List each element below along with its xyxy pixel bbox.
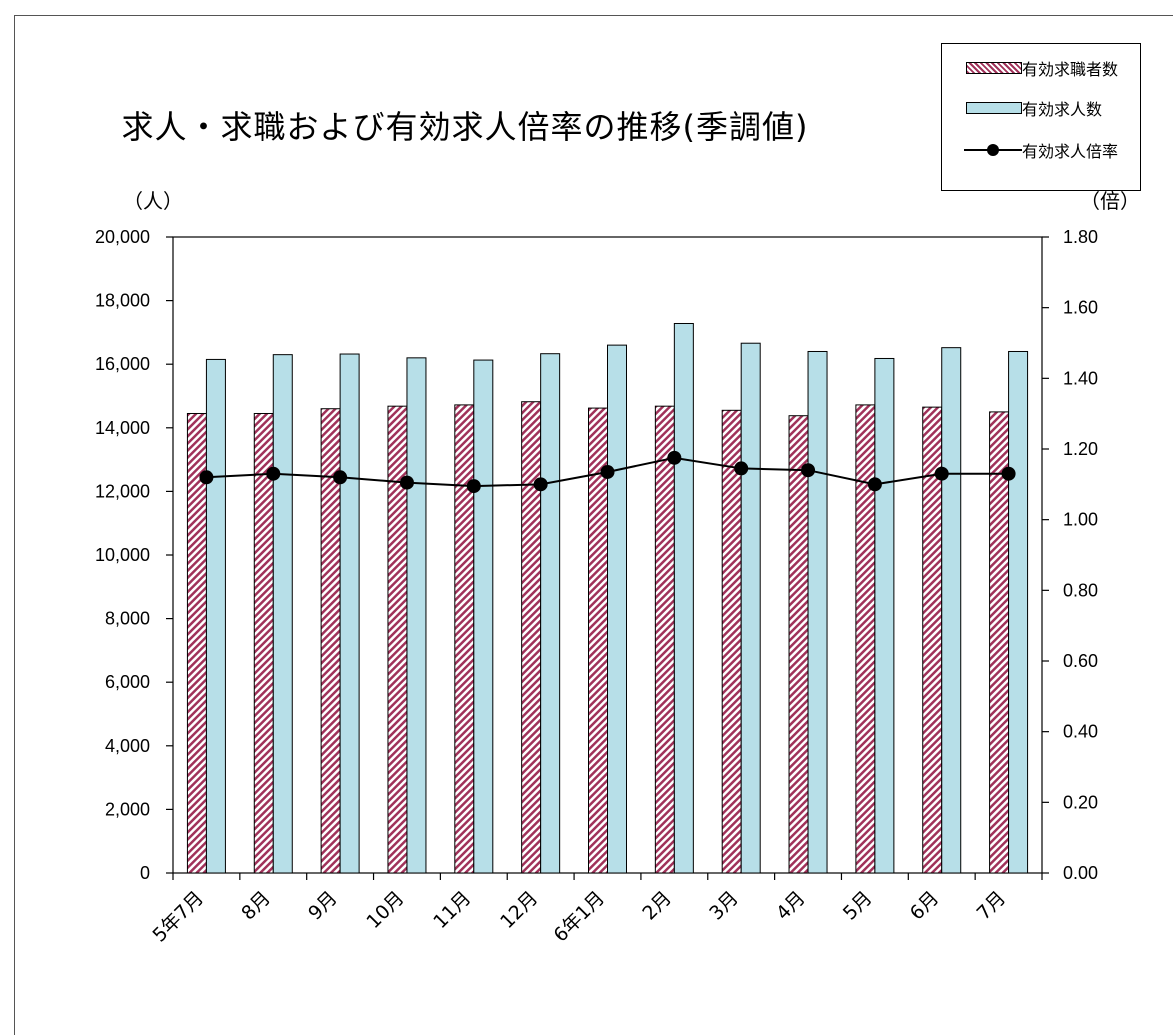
x-tick-label: 11月 [429,887,475,933]
x-tick-label: 3月 [705,887,743,925]
y-left-tick-label: 4,000 [105,736,150,756]
ratio-point [801,463,816,478]
ratio-point [533,477,548,492]
legend-marker-icon [987,144,999,156]
ratio-point [466,479,481,494]
y-right-tick-label: 0.40 [1063,722,1098,742]
y-left-tick-label: 6,000 [105,672,150,692]
y-right-tick-label: 0.20 [1063,792,1098,812]
ratio-point [734,461,749,476]
bar-job-openings [807,350,828,874]
ratio-point [600,464,615,479]
bar-job-seekers [654,405,675,874]
legend-item-job-openings: 有効求人数 [942,94,1142,124]
legend-label: 有効求職者数 [1022,60,1119,79]
bar-job-openings [540,353,561,874]
y-right-unit-label: （倍） [1080,189,1140,213]
x-tick-label: 8月 [237,887,275,925]
y-left-tick-label: 8,000 [105,609,150,629]
y-right-tick-label: 0.80 [1063,580,1098,600]
y-left-tick-label: 18,000 [95,291,150,311]
x-tick-label: 2月 [638,887,676,925]
ratio-point [333,470,348,485]
x-tick-label: 5年7月 [148,887,208,947]
bar-job-seekers [454,404,475,874]
bar-job-openings [740,342,761,874]
y-left-tick-label: 16,000 [95,354,150,374]
y-right-tick-label: 1.20 [1063,439,1098,459]
ratio-point [199,470,214,485]
legend-label: 有効求人倍率 [1022,142,1119,161]
x-tick-label: 6月 [906,887,944,925]
chart-title: 求人・求職および有効求人倍率の推移(季調値) [121,108,809,146]
ratio-point [934,466,949,481]
bar-job-seekers [989,411,1010,874]
bar-job-seekers [855,404,876,874]
legend: 有効求職者数 有効求人数 有効求人倍率 [941,43,1141,191]
y-right-tick-label: 0.60 [1063,651,1098,671]
ratio-point [667,450,682,465]
y-right-tick-label: 1.00 [1063,510,1098,530]
bar-job-seekers [788,415,809,874]
x-tick-label: 10月 [362,887,408,933]
y-right-tick-label: 1.80 [1063,227,1098,247]
y-left-tick-label: 10,000 [95,545,150,565]
ratio-point [399,475,414,490]
x-tick-label: 9月 [304,887,342,925]
bar-job-openings [339,353,360,874]
x-tick-label: 4月 [772,887,810,925]
y-left-tick-label: 12,000 [95,481,150,501]
ratio-point [1001,466,1016,481]
bar-job-openings [607,344,627,874]
chart-frame [14,15,1173,1035]
bar-job-openings [673,322,694,874]
bar-job-openings [473,359,494,874]
legend-item-ratio: 有効求人倍率 [942,136,1142,166]
bar-job-openings [406,357,427,874]
y-right-tick-label: 1.60 [1063,298,1098,318]
ratio-point [867,477,882,492]
bar-job-openings [272,354,293,874]
bar-job-openings [874,357,895,874]
bar-job-openings [1008,350,1029,874]
x-tick-label: 6年1月 [550,887,610,947]
bar-job-seekers [253,412,274,874]
ratio-point [266,466,281,481]
y-left-tick-label: 2,000 [105,799,150,819]
bar-job-seekers [721,409,742,874]
legend-item-job-seekers: 有効求職者数 [942,54,1142,84]
x-tick-label: 12月 [496,887,542,933]
bar-job-openings [941,347,962,874]
y-left-tick-label: 0 [140,863,150,883]
legend-swatch-hatched [966,62,1022,74]
y-left-tick-label: 14,000 [95,418,150,438]
x-tick-label: 7月 [973,887,1011,925]
x-tick-label: 5月 [839,887,877,925]
y-left-unit-label: （人） [123,189,183,213]
legend-label: 有効求人数 [1022,100,1103,119]
y-right-tick-label: 0.00 [1063,863,1098,883]
y-left-tick-label: 20,000 [95,227,150,247]
bar-job-openings [205,358,226,874]
legend-swatch-blue [966,102,1022,114]
y-right-tick-label: 1.40 [1063,368,1098,388]
bar-job-seekers [521,401,542,874]
